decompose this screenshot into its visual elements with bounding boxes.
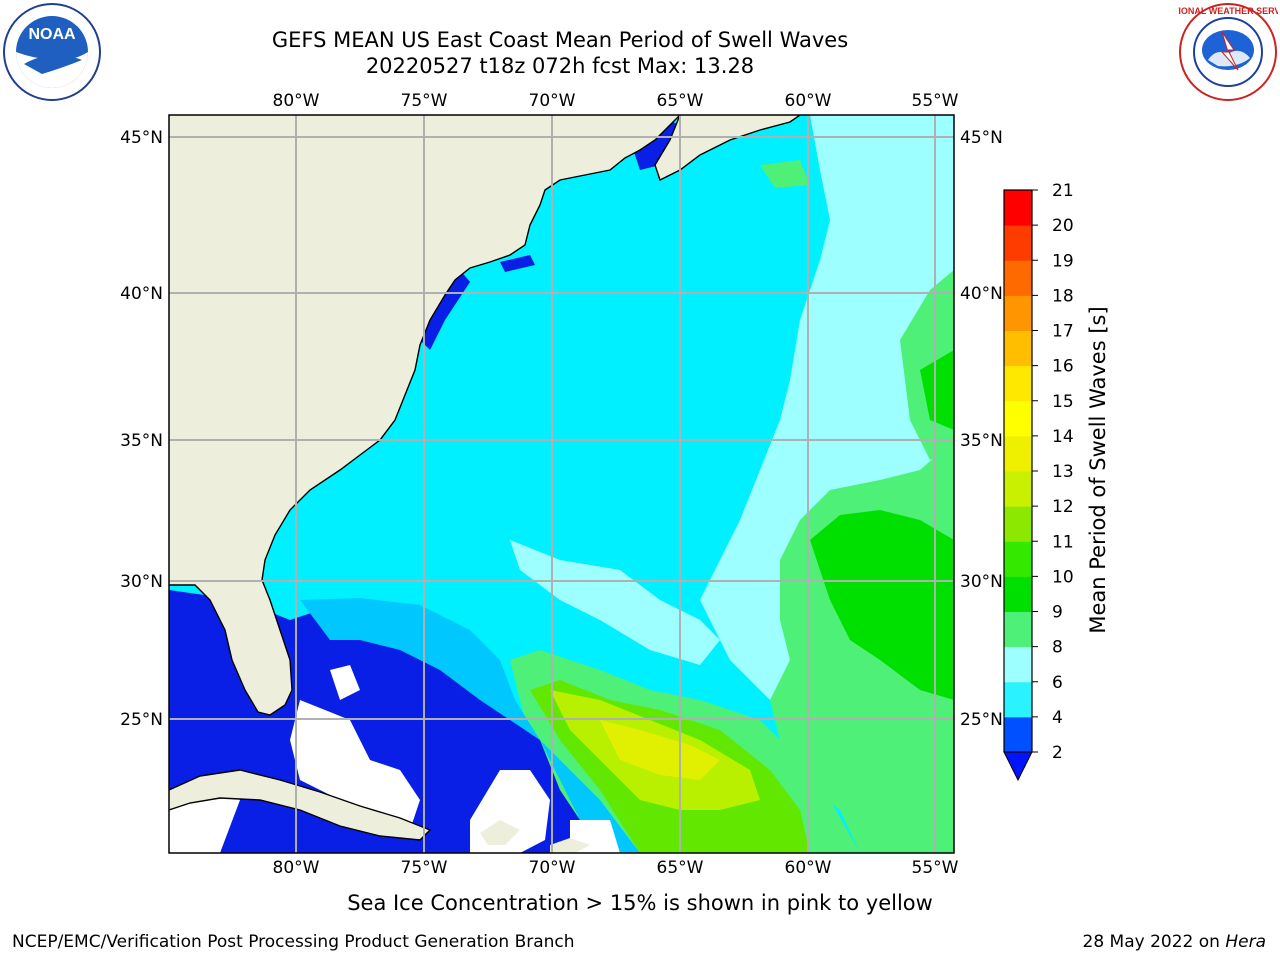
coastline [654,115,801,181]
chart-title: GEFS MEAN US East Coast Mean Period of S… [271,28,849,52]
colorbar-segment [1004,646,1032,683]
colorbar-segment [1004,330,1032,367]
lat-ticks-left: 45°N 40°N 35°N 30°N 25°N [120,128,163,730]
swell-band-2-4 [420,270,470,350]
lon-tick-label: 55°W [912,858,959,878]
colorbar-tick-label: 19 [1052,251,1074,271]
credit-date: 28 May 2022 on [1082,932,1226,952]
colorbar-extend-arrow [1003,751,1033,782]
colorbar-segment [1004,576,1032,612]
swell-band-13-14 [600,720,720,780]
colorbar-tick-label: 11 [1052,532,1074,552]
colorbar-segment [1004,225,1032,261]
colorbar-segment [1004,681,1032,718]
nws-logo: NATIONAL WEATHER SERVICE [1178,3,1278,101]
lon-tick-label: 55°W [912,91,959,111]
nova-scotia [655,115,800,180]
lat-tick-label: 45°N [960,128,1003,148]
lon-tick-label: 65°W [657,91,704,111]
lat-tick-label: 45°N [120,128,163,148]
colorbar-tick-label: 18 [1052,286,1074,306]
caribbean-island [480,820,520,845]
colorbar-segment [1004,260,1032,296]
caribbean-island [550,838,590,853]
no-data-area [330,665,360,700]
colorbar-segment [1004,506,1032,542]
chart-subtitle: 20220527 t18z 072h fcst Max: 13.28 [365,54,755,78]
lon-tick-label: 65°W [657,858,704,878]
lon-tick-label: 70°W [529,858,576,878]
swell-band-10-11 [920,350,954,430]
colorbar-label: Mean Period of Swell Waves [s] [1086,306,1110,634]
colorbar-tick-label: 20 [1052,216,1074,236]
noaa-logo: NOAA [3,3,101,101]
colorbar-tick-label: 14 [1052,427,1074,447]
swell-band-9-10 [760,160,810,188]
swell-band-8-9 [510,540,720,665]
colorbar-tick-label: 17 [1052,322,1074,342]
lon-tick-label: 80°W [273,858,320,878]
nws-ring-text: NATIONAL WEATHER SERVICE [1178,6,1278,16]
no-data-area [290,700,420,830]
colorbar-segment [1004,365,1032,402]
colorbar: 2 4 6 8 9 10 11 12 13 14 15 16 17 18 19 20 21 [1003,181,1074,782]
cuba [169,770,430,840]
swell-band-2-4 [630,120,680,170]
colorbar-segment [1004,190,1032,226]
credit-left: NCEP/EMC/Verification Post Processing Pr… [12,932,575,952]
lon-tick-label: 75°W [401,858,448,878]
lon-ticks-bottom: 80°W 75°W 70°W 65°W 60°W 55°W [273,858,959,878]
colorbar-segment [1004,295,1032,331]
lat-ticks-right: 45°N 40°N 35°N 30°N 25°N [960,128,1003,730]
colorbar-tick-label: 13 [1052,462,1074,482]
lon-tick-label: 70°W [529,91,576,111]
colorbar-tick-label: 4 [1052,708,1063,728]
colorbar-tick-label: 15 [1052,392,1074,412]
lon-tick-label: 75°W [401,91,448,111]
colorbar-tick-label: 6 [1052,673,1063,693]
colorbar-segment [1004,435,1032,472]
coastline [169,115,681,716]
lat-tick-label: 25°N [960,710,1003,730]
swell-band-10-11 [810,510,954,700]
colorbar-segment [1004,400,1032,437]
lat-tick-label: 30°N [960,572,1003,592]
lat-tick-label: 25°N [120,710,163,730]
lat-tick-label: 30°N [120,572,163,592]
colorbar-tick-label: 16 [1052,357,1074,377]
credit-right: 28 May 2022 on Hera [1083,932,1267,952]
colorbar-segment [1004,471,1032,507]
lat-tick-label: 35°N [120,431,163,451]
noaa-logo-text: NOAA [28,26,76,43]
colorbar-tick-label: 9 [1052,603,1063,623]
map-area [169,115,954,853]
colorbar-tick-label: 21 [1052,181,1074,201]
lon-tick-label: 60°W [785,858,832,878]
colorbar-segment [1004,541,1032,577]
lon-ticks-top: 80°W 75°W 70°W 65°W 60°W 55°W [273,91,959,111]
lat-tick-label: 40°N [120,284,163,304]
colorbar-tick-label: 2 [1052,743,1063,763]
lat-tick-label: 40°N [960,284,1003,304]
lat-tick-label: 35°N [960,431,1003,451]
map-frame [168,114,955,854]
lon-tick-label: 60°W [785,91,832,111]
colorbar-tick-label: 8 [1052,638,1063,658]
lon-tick-label: 80°W [273,91,320,111]
colorbar-tick-label: 12 [1052,497,1074,517]
colorbar-segment [1004,611,1032,648]
sea-ice-note: Sea Ice Concentration > 15% is shown in … [347,891,933,915]
swell-band-2-4 [500,255,535,272]
graticule [169,115,954,853]
colorbar-segment [1004,716,1032,753]
credit-host: Hera [1225,932,1266,952]
colorbar-tick-label: 10 [1052,567,1074,587]
